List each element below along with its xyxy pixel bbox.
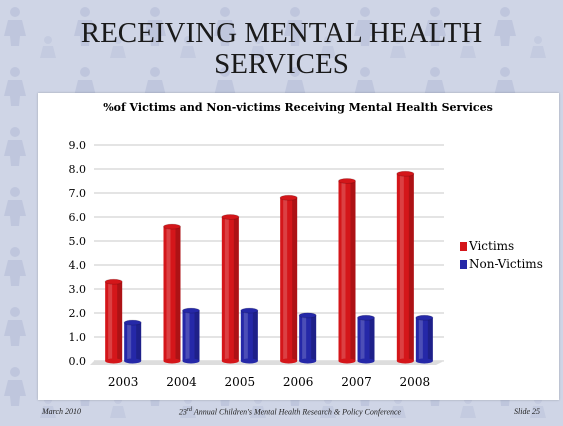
y-tick-label: 2.0 [69, 307, 87, 320]
y-tick-label: 9.0 [69, 139, 87, 152]
bar-base [299, 358, 317, 364]
legend-swatch-victims [460, 242, 467, 251]
chart-title: %of Victims and Non-victims Receiving Me… [103, 101, 493, 114]
bar-base [415, 358, 433, 364]
bar-victims [280, 197, 298, 361]
bar-non-victims [357, 317, 375, 361]
bar-highlight [127, 322, 132, 361]
bar-shade [427, 317, 433, 361]
bar-shade [233, 217, 239, 361]
bar-victims [221, 217, 239, 361]
bar-top [357, 314, 375, 321]
bar-highlight [166, 226, 171, 361]
slide-title: RECEIVING MENTAL HEALTH SERVICES [80, 17, 483, 80]
y-tick-label: 5.0 [69, 235, 87, 248]
bar-non-victims [182, 310, 200, 361]
bar-highlight [399, 173, 404, 361]
footer-date: March 2010 [42, 407, 82, 416]
footer-conference-suffix: rd [186, 407, 193, 413]
footer-conference-ordinal: 23 [178, 407, 187, 417]
bar-shade [117, 281, 123, 361]
bar-top [415, 314, 434, 321]
x-tick-label: 2007 [341, 375, 372, 389]
bar-shade [311, 315, 317, 361]
bar-top [298, 312, 317, 319]
bar-base [280, 358, 298, 364]
legend-label-victims: Victims [468, 239, 514, 253]
bar-highlight [302, 315, 307, 361]
bar-top [123, 319, 142, 326]
bar-base [221, 358, 239, 364]
bar-highlight [185, 310, 190, 361]
bar-shade [408, 173, 414, 361]
bar-shade [350, 181, 356, 361]
bar-shade [252, 310, 258, 361]
bar-highlight [418, 317, 423, 361]
bar-shade [292, 197, 298, 361]
bar-top [396, 170, 415, 177]
bar-base [124, 358, 142, 364]
bar-top [163, 223, 181, 230]
bar-highlight [341, 181, 346, 361]
bar-shade [136, 322, 142, 361]
bar-victims [163, 226, 181, 361]
bar-non-victims [299, 315, 317, 361]
bar-base [105, 358, 123, 364]
bar-base [240, 358, 258, 364]
chart-floor [90, 361, 444, 365]
x-tick-label: 2004 [166, 375, 197, 389]
bar-highlight [224, 217, 229, 361]
y-tick-label: 7.0 [69, 187, 87, 200]
y-tick-label: 0.0 [69, 355, 87, 368]
bar-top [338, 178, 356, 184]
bar-victims [105, 281, 123, 361]
x-tick-label: 2008 [400, 375, 431, 389]
chart-canvas: 0.0 1.0 2.0 3.0 4.0 5.0 6.0 7.0 8.0 9.0 2003 2004 20… [69, 139, 543, 389]
bar-highlight [360, 317, 365, 361]
footer-conference-rest: Annual Children's Mental Health Research… [192, 407, 402, 417]
bar-top [221, 214, 240, 220]
bar-highlight [108, 281, 113, 361]
legend-label-non-victims: Non-Victims [469, 257, 543, 271]
bar-highlight [243, 310, 248, 361]
bar-non-victims [415, 317, 433, 361]
bar-top [279, 194, 298, 201]
y-tick-label: 3.0 [69, 283, 87, 296]
bar-shade [175, 226, 181, 361]
bar-base [338, 358, 356, 364]
x-tick-label: 2003 [108, 375, 139, 389]
bar-top [182, 307, 200, 314]
bar-non-victims [240, 310, 258, 361]
bar-shade [194, 310, 200, 361]
y-tick-label: 6.0 [69, 211, 87, 224]
bar-top [104, 278, 123, 285]
bar-non-victims [124, 322, 142, 361]
y-tick-label: 1.0 [69, 331, 87, 344]
bar-highlight [283, 197, 288, 361]
x-tick-label: 2006 [283, 375, 314, 389]
bar-victims [338, 181, 356, 361]
y-tick-label: 4.0 [69, 259, 87, 272]
bar-victims [396, 173, 414, 361]
bar-base [163, 358, 181, 364]
x-tick-label: 2005 [225, 375, 256, 389]
bar-base [357, 358, 375, 364]
bar-top [240, 307, 259, 314]
footer-slide-number: Slide 25 [514, 407, 540, 416]
bar-shade [369, 317, 375, 361]
footer-conference: 23rd Annual Children's Mental Health Res… [160, 407, 420, 417]
legend-swatch-non-victims [460, 260, 467, 269]
bar-base [396, 358, 414, 364]
bar-base [182, 358, 200, 364]
y-tick-label: 8.0 [69, 163, 87, 176]
chart-container: %of Victims and Non-victims Receiving Me… [38, 93, 559, 400]
